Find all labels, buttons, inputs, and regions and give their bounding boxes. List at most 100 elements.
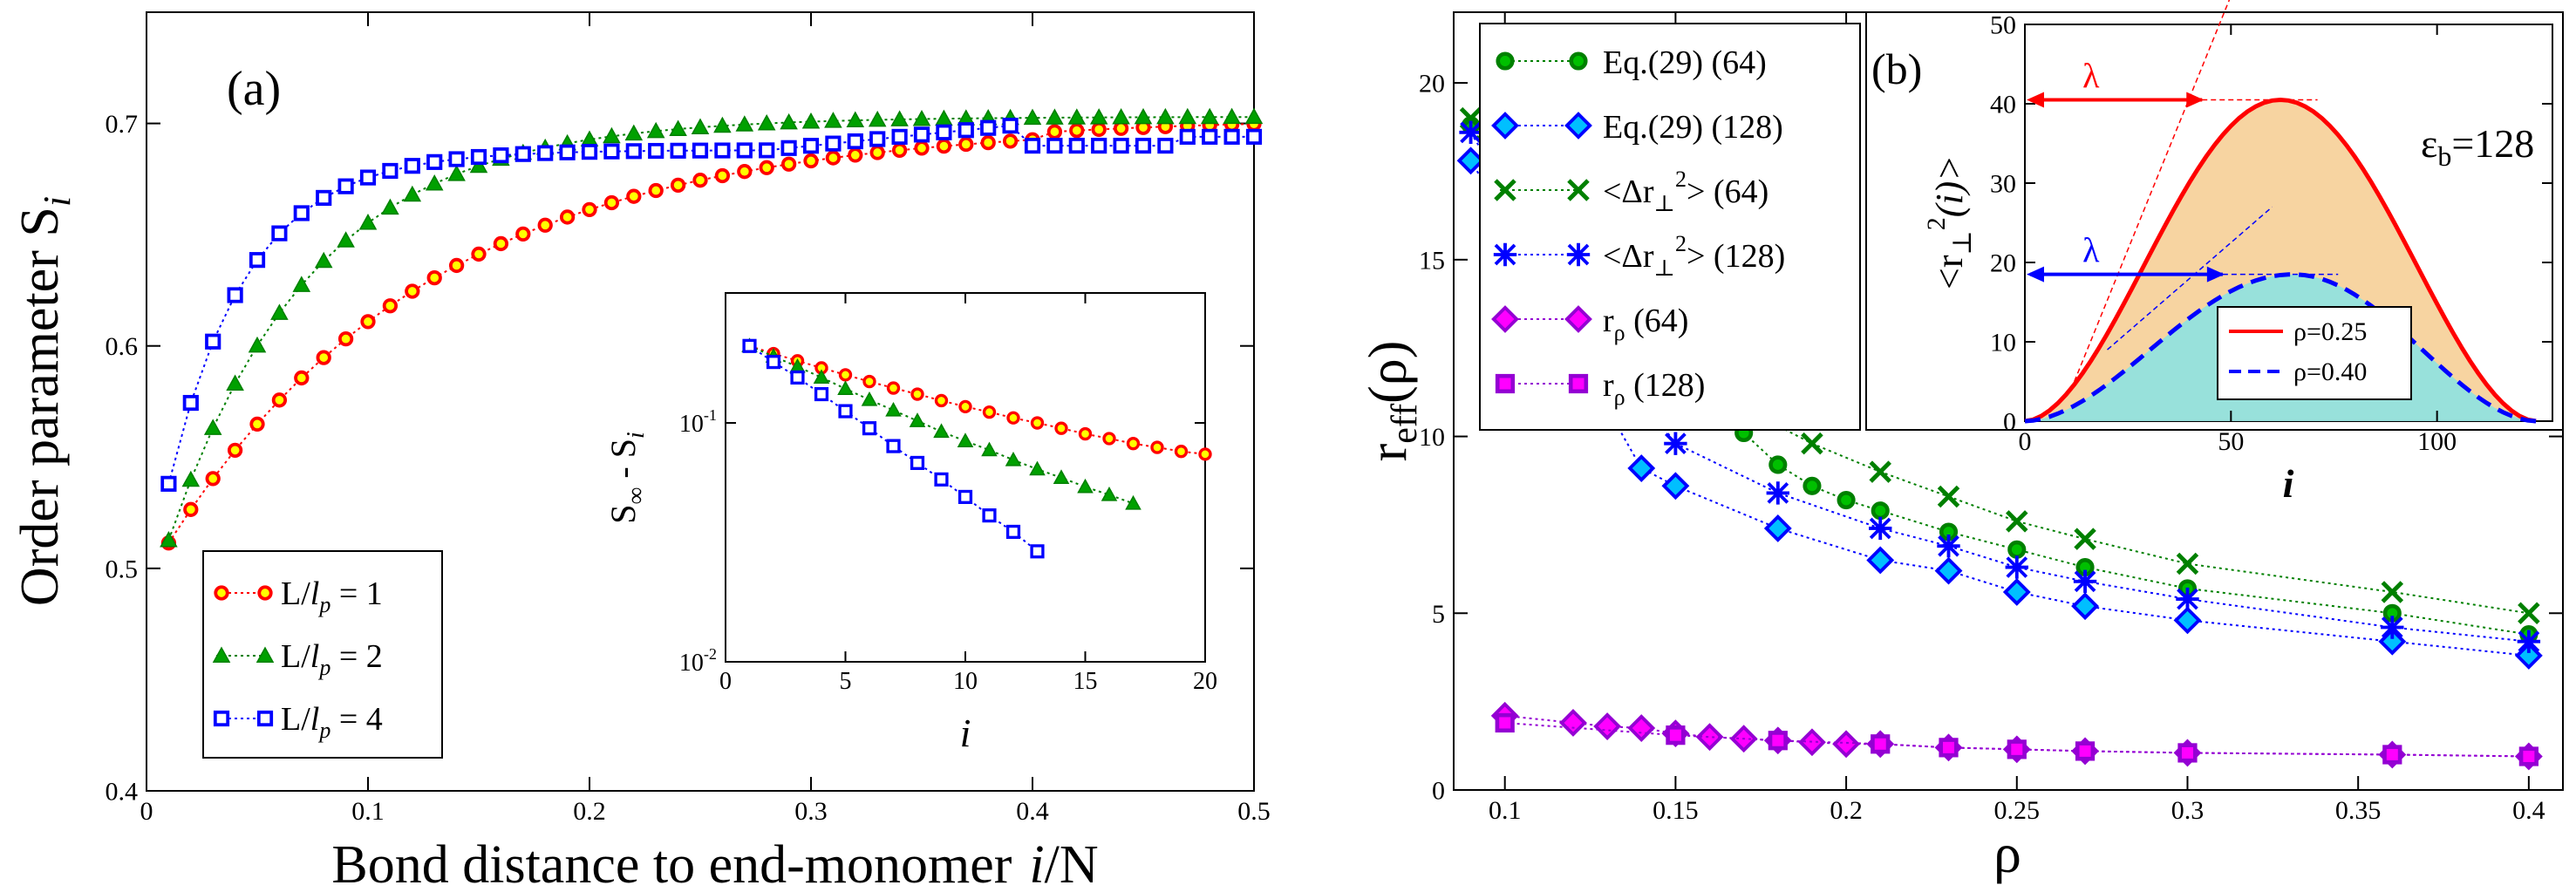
panel-a-inset-xtick-label: 10	[953, 668, 978, 695]
panel-b-inset-ytick-label: 50	[1990, 11, 2016, 40]
inset-point	[1006, 411, 1020, 425]
panel-a-inset-xtick-label: 15	[1073, 668, 1098, 695]
point-a2	[801, 112, 821, 129]
point-a4	[448, 151, 465, 167]
point	[1803, 476, 1822, 495]
point	[1627, 454, 1656, 482]
legend-marker	[256, 710, 274, 727]
point	[1664, 432, 1687, 455]
panel-a-inset-xtick-label: 20	[1193, 668, 1217, 695]
panel-b-inset-eps-label: εb=128	[2421, 121, 2534, 172]
panel-a-ytick-label: 0.6	[106, 332, 139, 361]
point	[2073, 569, 2097, 593]
point-a2	[160, 531, 178, 548]
point	[1766, 481, 1790, 505]
point-a2	[691, 118, 710, 134]
point-a2	[447, 165, 466, 181]
inset-point	[1101, 486, 1118, 501]
inset-point	[958, 399, 972, 414]
point	[1763, 514, 1792, 542]
point-a1	[714, 167, 731, 184]
point-a1	[825, 150, 842, 166]
point-a4	[227, 287, 243, 303]
panel-a-xtick-label: 0.5	[1237, 797, 1271, 826]
panel-b-x-title: ρ	[1993, 822, 2021, 884]
panel-a-ytick-label: 0.5	[106, 555, 139, 583]
point	[2381, 581, 2404, 603]
point	[2173, 606, 2202, 635]
point-a4	[515, 146, 531, 162]
point-a4	[1002, 118, 1019, 134]
panel-a-x-title-suffix: /N	[1045, 835, 1099, 892]
panel-a-y-title-main: Order parameter S	[10, 207, 70, 606]
point-a1	[780, 156, 797, 172]
panel-a-axes: 0 0.1 0.2 0.3 0.4 0.5 0.4 0.5 0.6 0.7	[106, 12, 1271, 826]
point-a2	[624, 124, 644, 141]
point	[1695, 723, 1724, 752]
panel-a-inset-xtick-label: 5	[840, 668, 852, 695]
panel-a-ytick-label: 0.4	[106, 778, 139, 807]
inset-point	[981, 441, 998, 457]
point-a4	[1024, 137, 1041, 154]
point	[2007, 739, 2027, 759]
point	[2382, 745, 2402, 765]
point-a2	[337, 231, 355, 248]
panel-b-inset-ytick-label: 40	[1990, 91, 2016, 119]
point-a4	[1091, 137, 1107, 154]
point-a4	[205, 333, 221, 350]
tangent-line-0	[2074, 0, 2231, 382]
point-a2	[314, 251, 333, 269]
point	[2514, 642, 2543, 670]
point-a1	[337, 330, 354, 347]
legend-label-rest: > (128)	[1687, 238, 1785, 275]
point-a2	[868, 110, 887, 127]
legend-label-rest: = 2	[331, 638, 382, 675]
inset-point	[910, 387, 924, 401]
point	[2007, 540, 2027, 559]
point	[2075, 741, 2096, 761]
panel-a-inset-y-sub1: ∞	[623, 487, 650, 505]
inset-point	[886, 381, 901, 395]
point	[2176, 587, 2199, 611]
point	[2381, 616, 2404, 639]
legend-label-sub: p	[317, 655, 331, 680]
inset-point	[1029, 460, 1046, 476]
point-a4	[1046, 137, 1063, 154]
panel-b-xtick-label: 0.25	[1994, 796, 2041, 825]
point-a2	[248, 336, 267, 353]
inset-point	[862, 421, 877, 436]
legend-label-rest: (64)	[1625, 303, 1689, 339]
inset-point	[838, 404, 853, 419]
point-a1	[537, 217, 553, 233]
inset-point	[813, 369, 830, 385]
panel-b-inset-y-main: <r	[1928, 255, 1971, 289]
point	[1801, 432, 1823, 455]
point-a4	[825, 135, 842, 152]
point	[2177, 743, 2198, 763]
inset-point	[838, 368, 853, 382]
point-a4	[537, 145, 554, 161]
legend-label-sup: 2	[1675, 167, 1687, 192]
legend-marker	[1566, 242, 1591, 267]
point-a4	[714, 142, 731, 159]
legend-marker	[1564, 112, 1592, 140]
point-a2	[912, 109, 931, 126]
point-a2	[757, 113, 776, 131]
inset-point	[933, 423, 950, 439]
lambda-label-0: λ	[2082, 56, 2100, 95]
inset-point	[934, 393, 949, 408]
point-a1	[582, 201, 597, 218]
panel-b-xtick-label: 0.2	[1830, 796, 1863, 825]
point-a4	[625, 143, 642, 160]
point-a4	[337, 178, 354, 194]
point-a1	[759, 160, 774, 175]
point	[2006, 510, 2028, 533]
panel-a-xtick-label: 0.4	[1016, 797, 1049, 826]
point	[2002, 578, 2031, 606]
legend-label: <Δr⊥2> (64)	[1603, 167, 1768, 216]
panel-b-xtick-label: 0.15	[1653, 796, 1699, 825]
inset-point	[790, 370, 805, 385]
panel-b-inset-xtick-label: 100	[2417, 427, 2457, 456]
point-a1	[803, 153, 819, 169]
legend-label: <Δr⊥2> (128)	[1603, 231, 1785, 281]
